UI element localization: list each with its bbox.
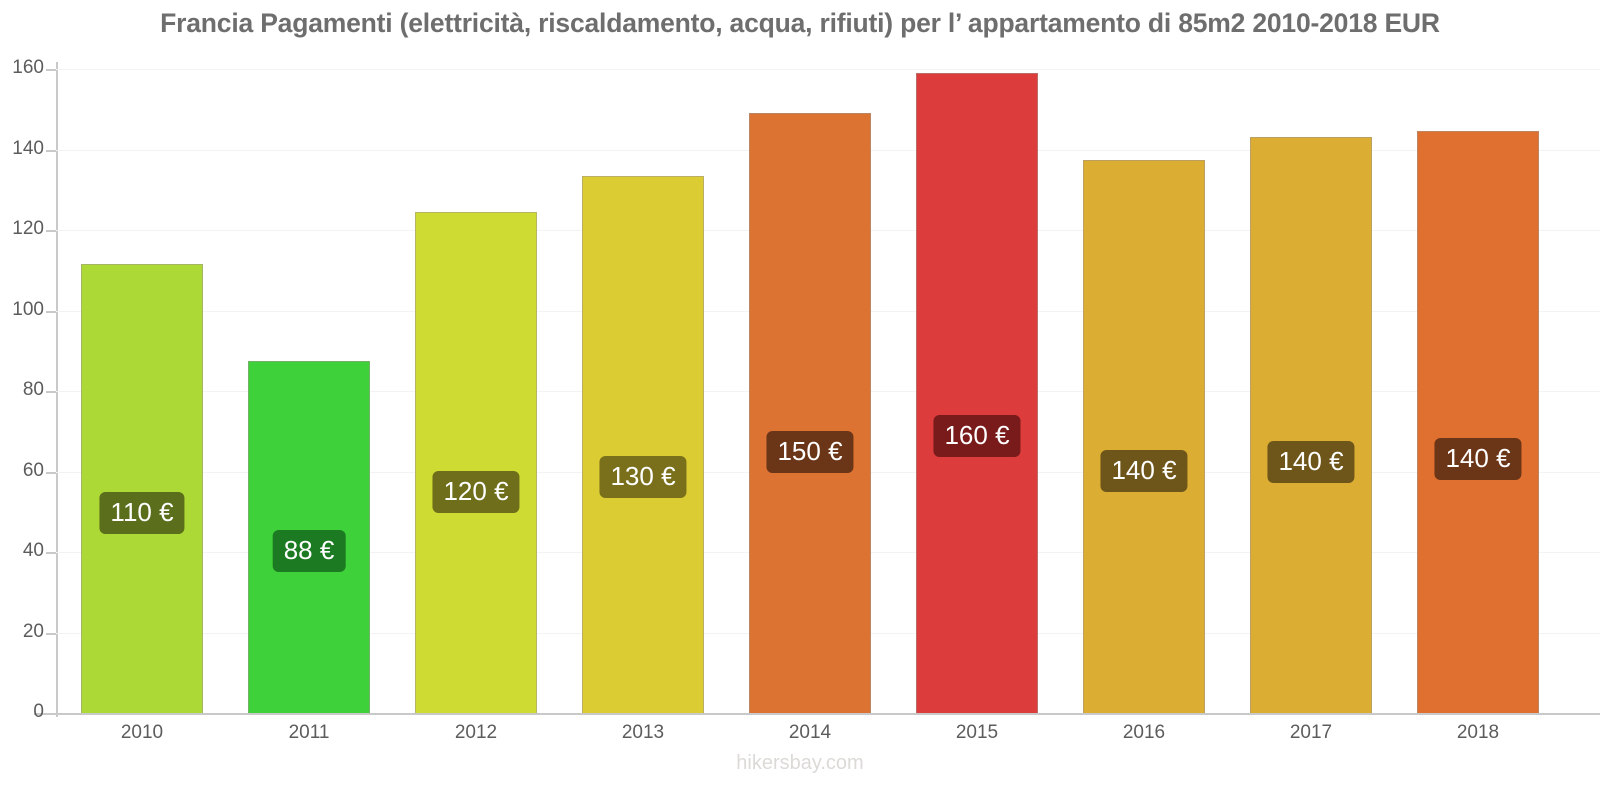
bar-value-label: 130 €	[599, 456, 687, 499]
x-axis-tick-label: 2017	[1289, 722, 1333, 743]
y-axis-tick-label: 0	[33, 701, 44, 722]
y-axis-tick-mark	[46, 713, 56, 715]
page-title: Francia Pagamenti (elettricità, riscalda…	[160, 8, 1440, 38]
bar-group[interactable]: 110 €	[81, 264, 203, 713]
y-axis-tick-mark	[46, 230, 56, 232]
y-axis-tick-label: 60	[22, 459, 44, 481]
x-axis-tick-label: 2018	[1456, 722, 1500, 743]
bar-value-label: 140 €	[1100, 449, 1188, 492]
bar-group[interactable]: 120 €	[415, 211, 537, 713]
y-axis-tick-mark	[46, 69, 56, 71]
y-axis-line	[56, 62, 58, 717]
x-axis-tick-label: 2016	[1122, 722, 1166, 743]
y-axis-tick-mark	[46, 310, 56, 313]
y-axis-tick-label: 80	[22, 379, 44, 400]
gridline	[56, 69, 1600, 70]
y-axis-tick-mark	[46, 471, 56, 474]
x-axis-tick-label: 2011	[288, 722, 330, 743]
bar-value-label: 140 €	[1267, 440, 1355, 483]
bar[interactable]	[1250, 137, 1372, 713]
x-axis-tick-label: 2010	[120, 722, 164, 743]
bar-value-label: 88 €	[272, 530, 346, 573]
y-axis-tick-label: 120	[12, 218, 44, 239]
bar-group[interactable]: 140 €	[1417, 131, 1539, 713]
bar-value-label: 140 €	[1434, 438, 1522, 481]
bar-value-label: 160 €	[933, 415, 1021, 458]
x-axis-tick-label: 2013	[621, 722, 665, 743]
bar-value-label: 120 €	[432, 470, 520, 513]
x-axis-tick-label: 2015	[955, 722, 999, 743]
y-axis-tick-label: 140	[12, 137, 44, 159]
bar-group[interactable]: 160 €	[916, 73, 1038, 713]
bar[interactable]	[582, 175, 704, 713]
bar[interactable]	[415, 211, 537, 713]
y-axis-tick-mark	[46, 149, 56, 152]
y-axis-tick-mark	[46, 632, 56, 635]
y-axis-tick-mark	[46, 552, 56, 554]
bar[interactable]	[1083, 159, 1205, 713]
y-axis-tick-label: 100	[12, 298, 44, 320]
bar-value-label: 150 €	[766, 431, 854, 474]
bar[interactable]	[916, 73, 1038, 713]
x-axis-tick-label: 2014	[788, 722, 832, 743]
footer-credit: hikersbay.com	[736, 752, 864, 774]
bar[interactable]	[749, 113, 871, 713]
x-axis-tick-label: 2012	[454, 722, 498, 743]
x-axis-line	[34, 713, 1600, 715]
bar-group[interactable]: 150 €	[749, 113, 871, 713]
y-axis-tick-label: 40	[22, 540, 44, 561]
bar-group[interactable]: 88 €	[248, 360, 370, 713]
bar-group[interactable]: 140 €	[1083, 159, 1205, 713]
plot-area: 0 20 40 60 80 100 120 140 160 110 € 88 € 120 € 130 …	[12, 57, 1600, 722]
y-axis-tick-mark	[46, 391, 56, 393]
y-axis-tick-label: 20	[22, 620, 44, 642]
bar-value-label: 110 €	[99, 491, 185, 534]
bar-group[interactable]: 130 €	[582, 175, 704, 713]
bar[interactable]	[81, 264, 203, 713]
y-axis-tick-label: 160	[12, 57, 44, 78]
bar-group[interactable]: 140 €	[1250, 137, 1372, 713]
bar[interactable]	[1417, 131, 1539, 713]
